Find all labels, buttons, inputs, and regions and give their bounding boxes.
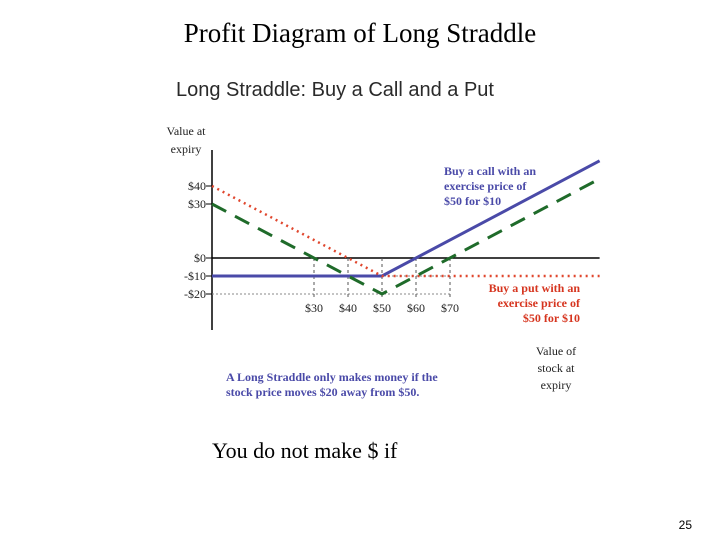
x-axis-label: stock at [538,361,576,375]
x-tick-label: $40 [339,301,357,315]
annotation-call-note: Buy a call with an [444,164,536,178]
x-tick-label: $50 [373,301,391,315]
x-tick-label: $70 [441,301,459,315]
y-tick-label: $0 [194,251,206,265]
series-line-straddle [211,177,601,296]
annotation-straddle-note: A Long Straddle only makes money if the [226,370,438,384]
page-number: 25 [678,518,692,532]
y-tick-label: -$20 [184,287,206,301]
y-tick-label: $40 [188,179,206,193]
x-tick-label: $60 [407,301,425,315]
annotation-put-note: exercise price of [498,296,581,310]
x-tick-label: $30 [305,301,323,315]
x-axis-label: expiry [541,378,572,392]
annotation-call-note: exercise price of [444,179,527,193]
x-axis-label: Value of [536,344,576,358]
chart-title: Long Straddle: Buy a Call and a Put [176,79,494,101]
slide-title: Profit Diagram of Long Straddle [183,18,537,48]
footer-text: You do not make $ if [212,438,398,463]
y-tick-label: -$10 [184,269,206,283]
y-axis-label: Value at [167,124,207,138]
annotation-put-note: $50 for $10 [523,311,580,325]
y-tick-label: $30 [188,197,206,211]
annotation-straddle-note: stock price moves $20 away from $50. [226,385,419,399]
annotation-call-note: $50 for $10 [444,194,501,208]
series-line-put [211,184,600,278]
y-axis-label: expiry [171,142,202,156]
annotation-put-note: Buy a put with an [489,281,581,295]
